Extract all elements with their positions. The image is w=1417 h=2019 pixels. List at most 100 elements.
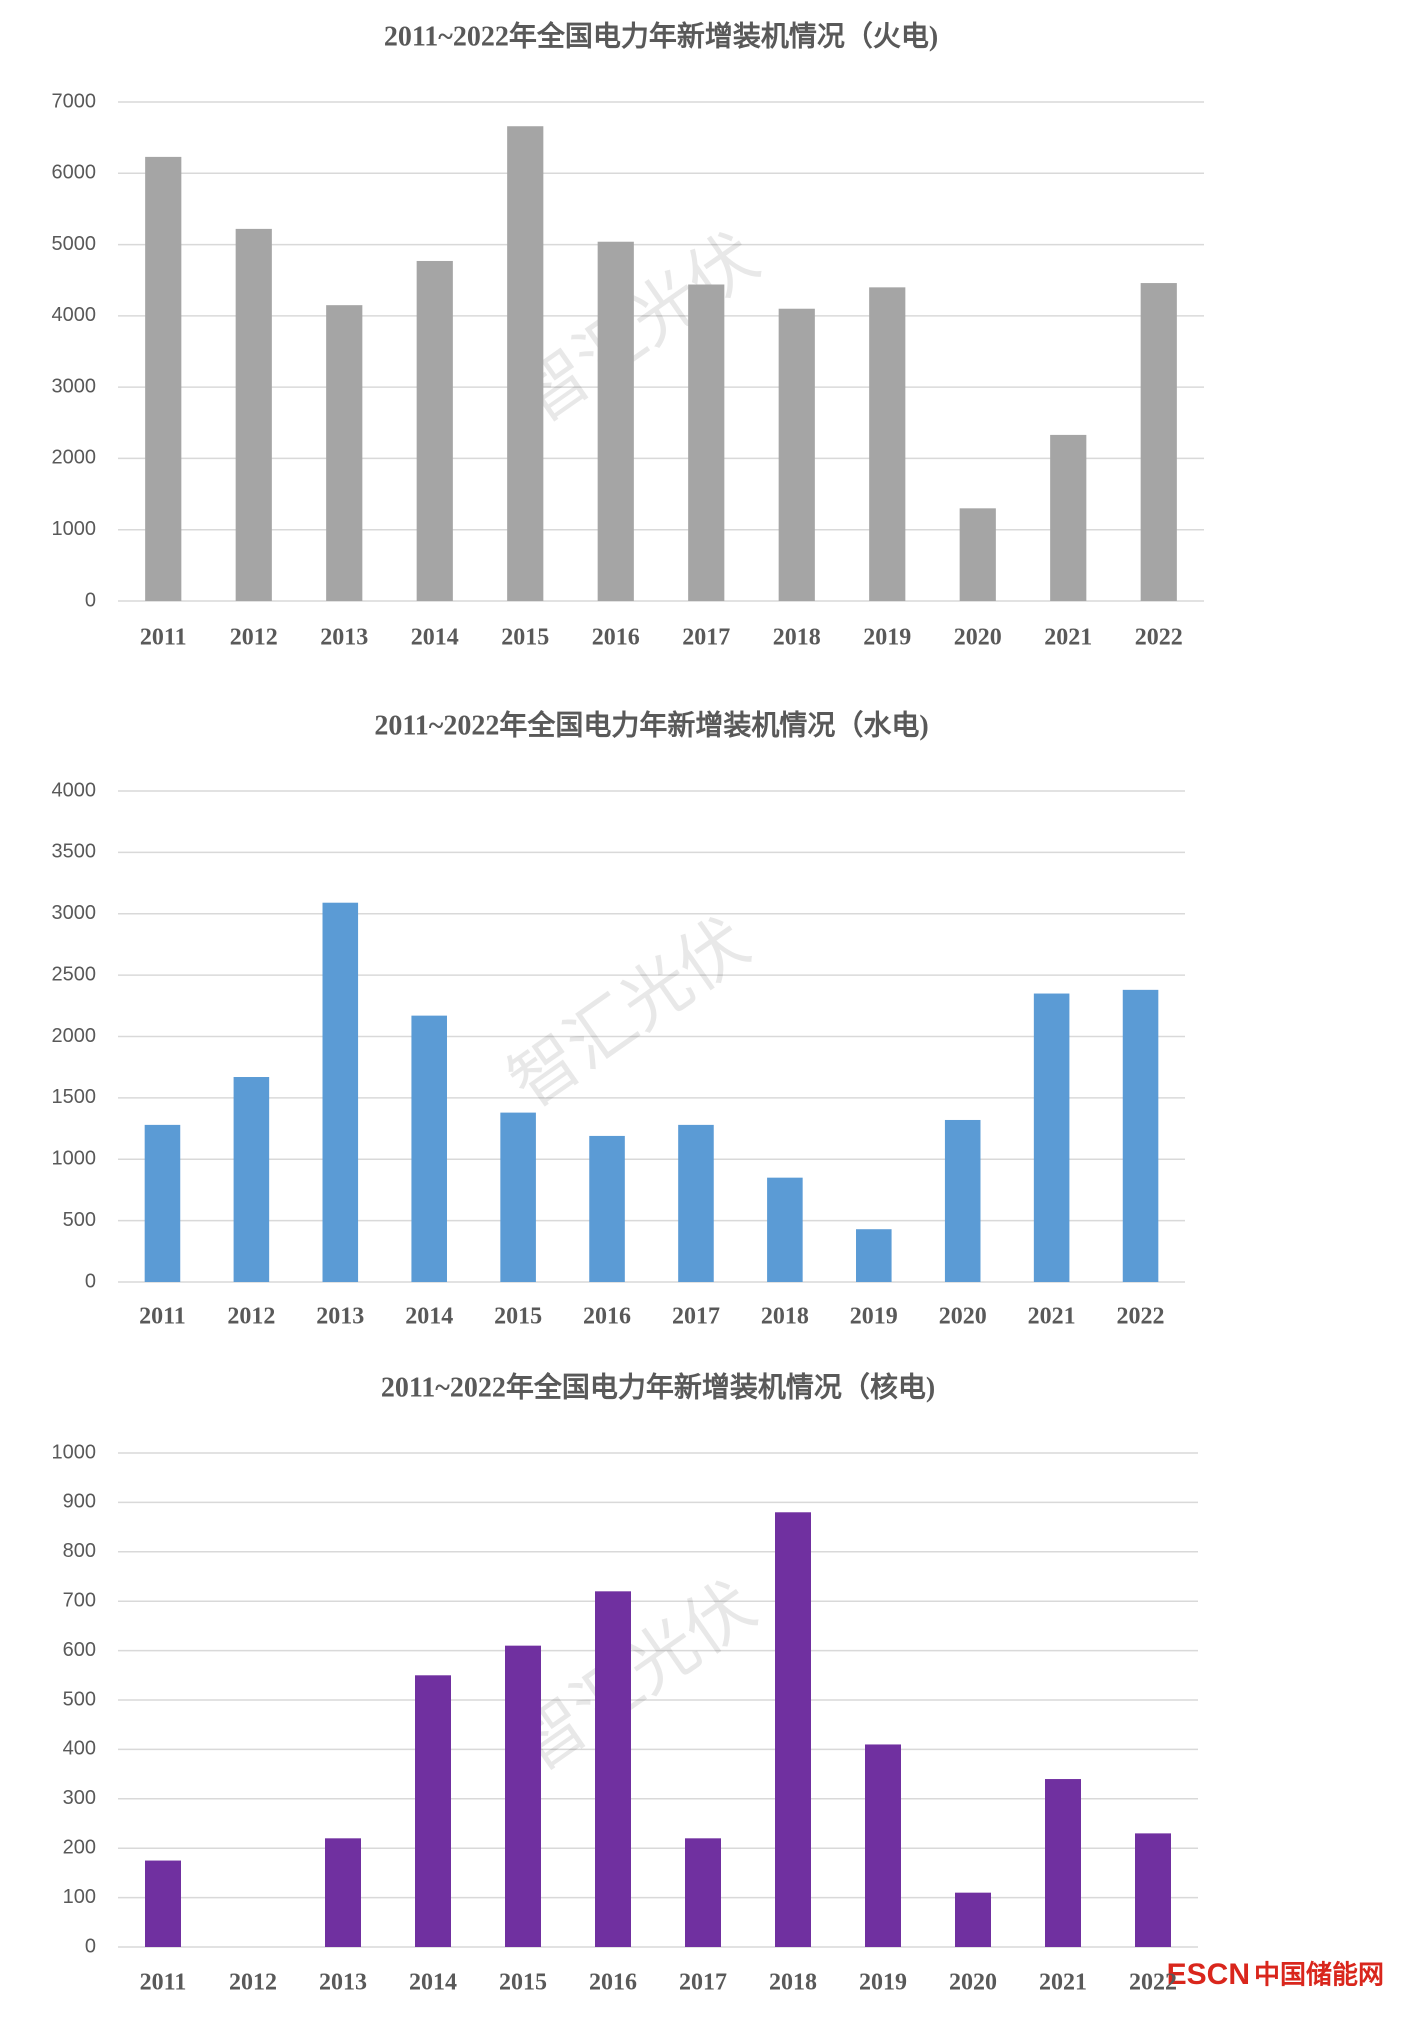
bar <box>865 1744 901 1947</box>
bar <box>500 1112 536 1282</box>
x-tick-label: 2015 <box>494 1304 542 1330</box>
bar <box>597 241 634 601</box>
chart-title: 2011~2022年全国电力年新增装机情况（火电) <box>384 19 938 52</box>
x-tick-label: 2020 <box>939 1304 987 1330</box>
y-tick-label: 500 <box>63 1688 96 1710</box>
bar <box>595 1591 631 1947</box>
y-tick-label: 600 <box>63 1639 96 1661</box>
x-tick-label: 2021 <box>1028 1304 1076 1330</box>
x-tick-label: 2014 <box>409 1970 457 1996</box>
bar <box>233 1077 270 1282</box>
bar <box>778 308 815 601</box>
x-tick-label: 2014 <box>405 1304 453 1330</box>
bar <box>144 1124 181 1282</box>
x-tick-label: 2012 <box>227 1304 275 1330</box>
y-tick-label: 500 <box>63 1209 96 1231</box>
bar <box>944 1119 981 1282</box>
x-tick-label: 2018 <box>761 1304 809 1330</box>
bar <box>869 287 906 601</box>
bar <box>415 1675 451 1947</box>
watermark: 智汇光伏 <box>505 218 773 439</box>
x-tick-label: 2015 <box>499 1970 547 1996</box>
y-tick-label: 400 <box>63 1738 96 1760</box>
y-tick-label: 2500 <box>52 963 97 985</box>
x-tick-label: 2013 <box>319 1970 367 1996</box>
x-tick-label: 2017 <box>672 1304 720 1330</box>
y-tick-label: 4000 <box>52 304 97 326</box>
x-tick-label: 2014 <box>411 625 459 651</box>
bar <box>959 508 996 601</box>
x-tick-label: 2022 <box>1129 1970 1177 1996</box>
y-tick-label: 0 <box>85 589 96 611</box>
bar <box>145 1860 181 1947</box>
x-tick-label: 2016 <box>592 625 640 651</box>
bar <box>505 1645 541 1947</box>
x-tick-label: 2020 <box>949 1970 997 1996</box>
x-tick-label: 2021 <box>1044 625 1092 651</box>
bar <box>685 1838 721 1947</box>
bar <box>955 1892 991 1947</box>
y-tick-label: 3000 <box>52 375 97 397</box>
bar <box>235 228 272 602</box>
x-tick-label: 2019 <box>863 625 911 651</box>
y-tick-label: 3000 <box>52 902 97 924</box>
x-tick-label: 2015 <box>501 625 549 651</box>
bar <box>325 1838 361 1947</box>
x-tick-label: 2018 <box>773 625 821 651</box>
bar <box>678 1124 714 1282</box>
y-tick-label: 1000 <box>52 518 97 540</box>
y-tick-label: 6000 <box>52 162 97 184</box>
bar <box>326 305 363 601</box>
x-tick-label: 2018 <box>769 1970 817 1996</box>
x-tick-label: 2019 <box>850 1304 898 1330</box>
bar <box>145 156 182 601</box>
y-tick-label: 2000 <box>52 447 97 469</box>
bar <box>1050 434 1087 601</box>
y-tick-label: 0 <box>85 1935 96 1957</box>
bar <box>775 1512 811 1947</box>
bar <box>688 284 725 601</box>
bar <box>1045 1779 1081 1947</box>
x-tick-label: 2016 <box>589 1970 637 1996</box>
y-tick-label: 1500 <box>52 1086 97 1108</box>
bar <box>589 1135 625 1282</box>
y-tick-label: 5000 <box>52 233 97 255</box>
bar <box>1135 1833 1171 1947</box>
x-tick-label: 2012 <box>230 625 278 651</box>
x-tick-label: 2011 <box>140 1970 187 1996</box>
x-tick-label: 2011 <box>139 1304 186 1330</box>
x-tick-label: 2022 <box>1135 625 1183 651</box>
x-tick-label: 2022 <box>1117 1304 1165 1330</box>
bar <box>767 1177 803 1282</box>
y-tick-label: 300 <box>63 1787 96 1809</box>
y-tick-label: 2000 <box>52 1025 97 1047</box>
y-tick-label: 3500 <box>52 841 97 863</box>
y-tick-label: 1000 <box>52 1441 97 1463</box>
y-tick-label: 1000 <box>52 1148 97 1170</box>
bar <box>507 126 544 601</box>
watermark: 智汇光伏 <box>502 1566 770 1787</box>
watermark: 智汇光伏 <box>495 903 763 1124</box>
y-tick-label: 4000 <box>52 779 97 801</box>
chart-title: 2011~2022年全国电力年新增装机情况（水电) <box>374 708 928 741</box>
x-tick-label: 2013 <box>320 625 368 651</box>
y-tick-label: 0 <box>85 1270 96 1292</box>
x-tick-label: 2017 <box>682 625 730 651</box>
bar <box>856 1229 892 1282</box>
bar <box>411 1015 447 1282</box>
y-tick-label: 800 <box>63 1540 96 1562</box>
logo-brand: ESCN <box>1167 1958 1250 1991</box>
x-tick-label: 2017 <box>679 1970 727 1996</box>
bar <box>1033 993 1070 1282</box>
x-tick-label: 2021 <box>1039 1970 1087 1996</box>
y-tick-label: 700 <box>63 1589 96 1611</box>
y-tick-label: 100 <box>63 1886 96 1908</box>
y-tick-label: 7000 <box>52 90 97 112</box>
x-tick-label: 2019 <box>859 1970 907 1996</box>
bar <box>1122 989 1159 1282</box>
x-tick-label: 2011 <box>140 625 187 651</box>
bar <box>322 902 359 1282</box>
x-tick-label: 2012 <box>229 1970 277 1996</box>
x-tick-label: 2016 <box>583 1304 631 1330</box>
